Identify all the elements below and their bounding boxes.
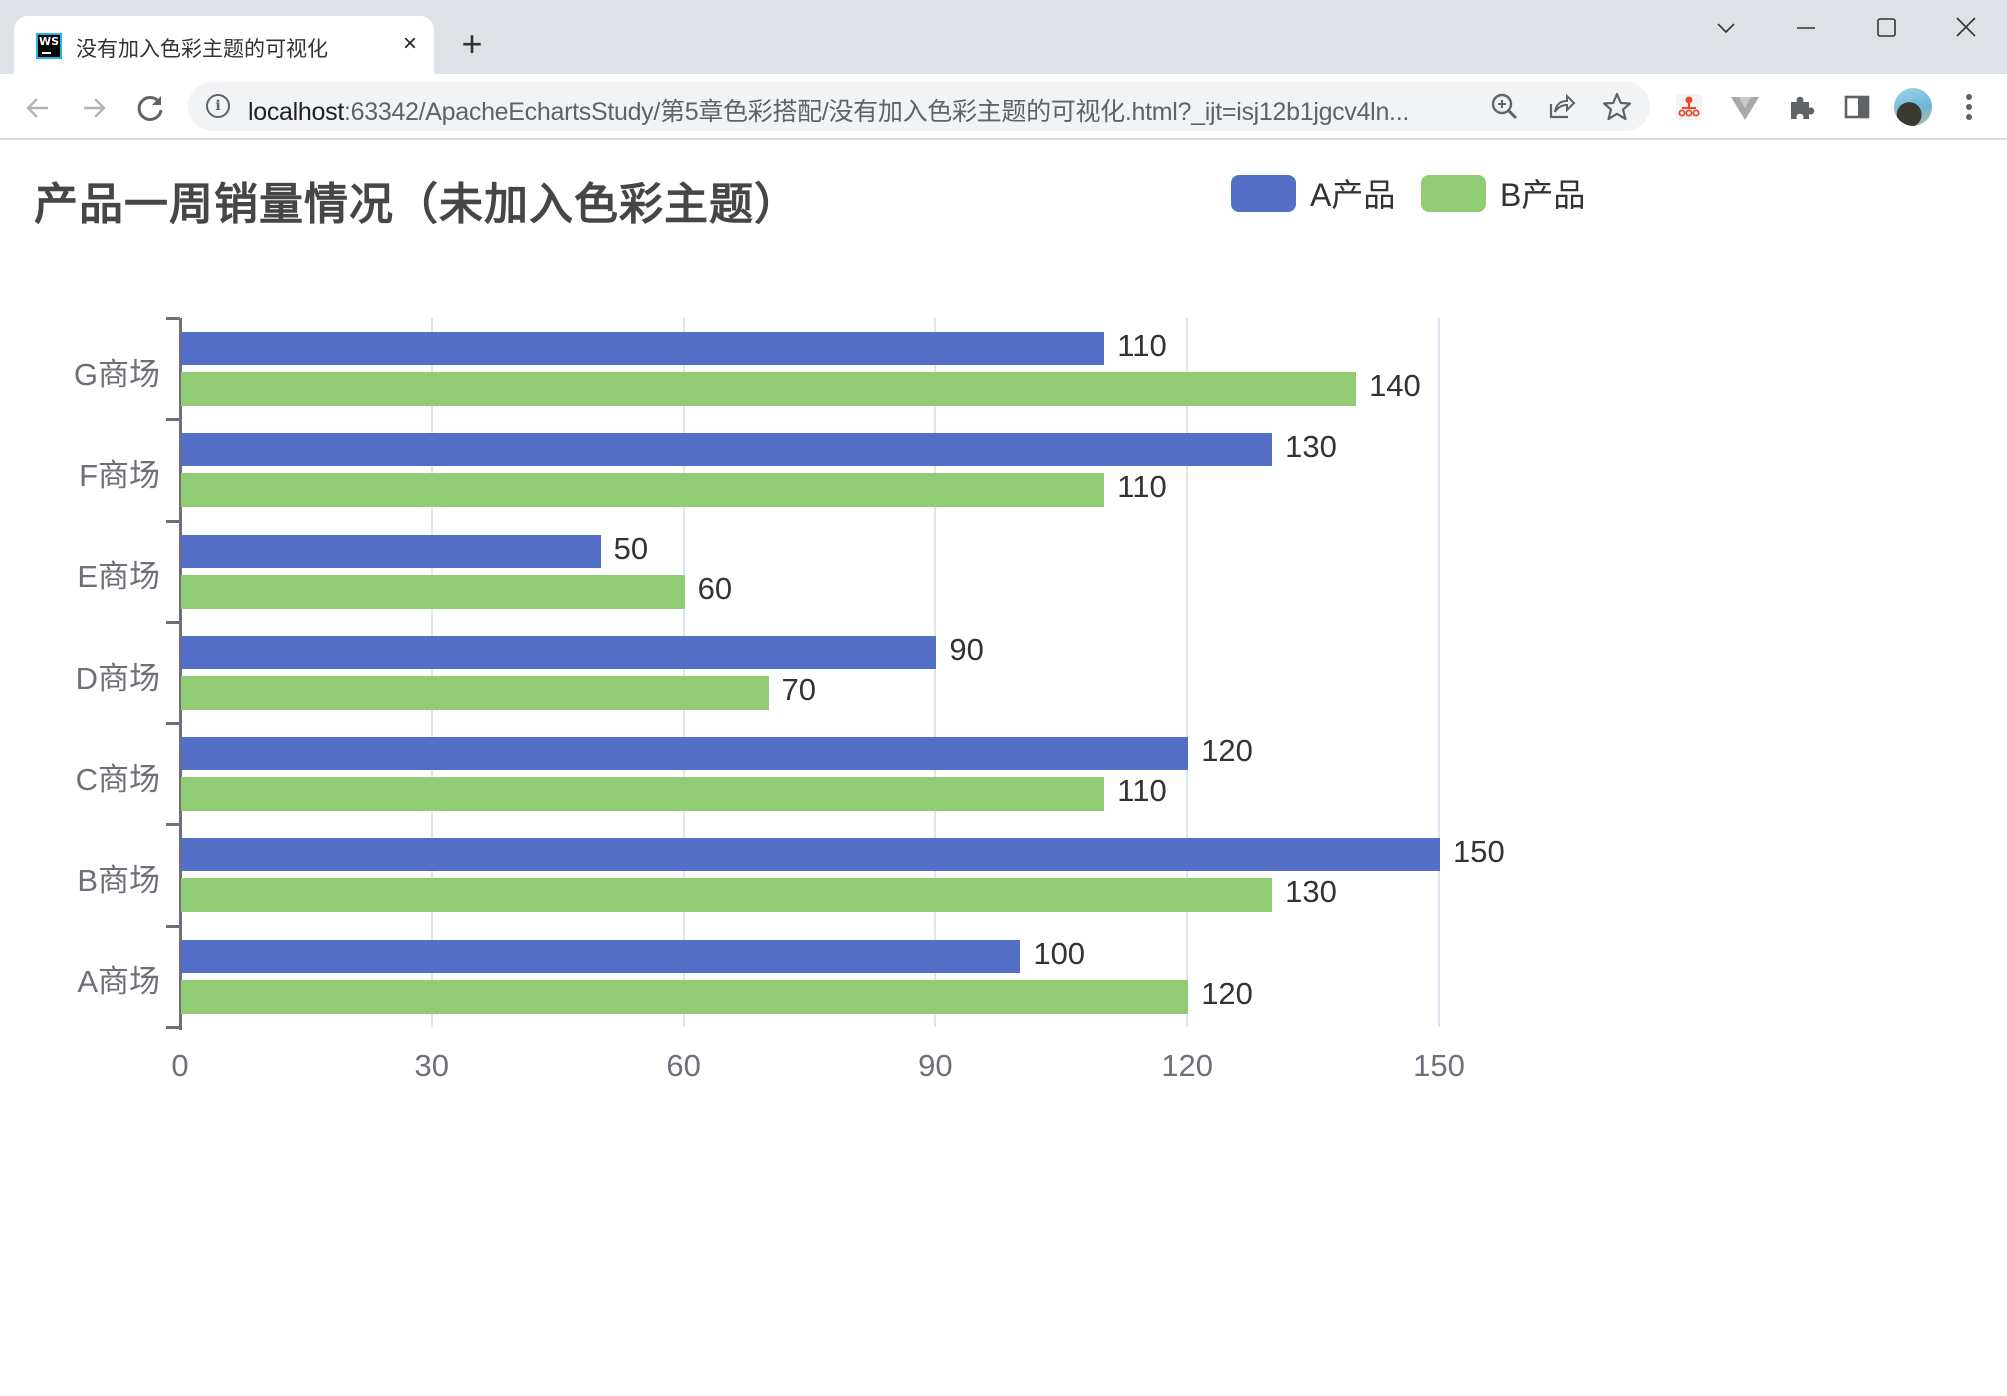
bar-value-label: 90: [949, 631, 984, 667]
bar-value-label: 120: [1201, 733, 1253, 769]
gridline-x-150: [1438, 318, 1440, 1027]
y-axis-tick: [166, 823, 180, 827]
minimize-button[interactable]: [1776, 8, 1836, 48]
reload-icon[interactable]: [130, 88, 170, 128]
bar-a-product[interactable]: [181, 939, 1021, 973]
bar-value-label: 130: [1285, 874, 1337, 910]
bar-b-product[interactable]: [181, 473, 1105, 508]
tab-close-icon[interactable]: ×: [402, 30, 417, 57]
site-info-icon[interactable]: i: [206, 94, 230, 118]
bar-a-product[interactable]: [181, 635, 937, 669]
y-axis-tick: [166, 620, 180, 624]
gridline-x-120: [1186, 318, 1189, 1027]
gridline-x-30: [430, 318, 433, 1027]
bar-value-label: 60: [697, 570, 733, 606]
gridline-x-90: [934, 318, 937, 1027]
tab-title: 没有加入色彩主题的可视化: [76, 38, 328, 61]
y-axis-category-label: D商场: [75, 660, 160, 696]
back-arrow-icon[interactable]: [18, 88, 58, 128]
legend-item-a[interactable]: A产品: [1231, 174, 1395, 213]
url-text[interactable]: localhost:63342/ApacheEchartsStudy/第5章色彩…: [248, 92, 1409, 128]
x-axis-tick-label: 120: [1161, 1048, 1214, 1083]
browser-menu-icon[interactable]: [1952, 88, 1986, 126]
url-path: :63342/ApacheEchartsStudy/第5章色彩搭配/没有加入色彩…: [343, 98, 1409, 126]
legend-swatch-b: [1421, 174, 1486, 212]
bar-b-product[interactable]: [181, 777, 1105, 812]
x-axis-tick-label: 0: [171, 1048, 189, 1083]
browser-tab-active[interactable]: WS 没有加入色彩主题的可视化 ×: [14, 16, 434, 74]
chart-title: 产品一周销量情况（未加入色彩主题）: [34, 180, 799, 229]
sitemap-extension-icon[interactable]: [1672, 90, 1706, 124]
y-axis-tick: [166, 317, 180, 320]
legend-label-a: A产品: [1310, 177, 1396, 213]
x-axis-tick-label: 90: [918, 1048, 953, 1083]
bar-value-label: 120: [1201, 975, 1253, 1011]
bar-value-label: 140: [1369, 368, 1421, 403]
new-tab-button[interactable]: +: [461, 23, 483, 64]
webstorm-favicon-icon: WS: [36, 33, 62, 59]
page-content: 产品一周销量情况（未加入色彩主题） A产品 B产品 0 30 60 90 120 150 A…: [0, 140, 2007, 1396]
y-axis-category-label: C商场: [75, 761, 160, 797]
close-window-button[interactable]: [1936, 8, 1996, 48]
legend-item-b[interactable]: B产品: [1421, 174, 1585, 213]
bar-b-product[interactable]: [181, 675, 769, 710]
gridline-x-60: [682, 318, 685, 1027]
bar-b-product[interactable]: [181, 574, 685, 609]
bar-value-label: 110: [1117, 469, 1167, 505]
y-axis-tick: [166, 722, 180, 726]
y-axis-category-label: E商场: [77, 559, 160, 595]
bar-b-product[interactable]: [181, 979, 1189, 1014]
zoom-icon[interactable]: [1488, 90, 1522, 124]
bar-a-product[interactable]: [181, 838, 1440, 872]
y-axis-category-label: F商场: [79, 457, 160, 493]
maximize-button[interactable]: [1856, 8, 1916, 48]
url-host: localhost: [248, 98, 344, 126]
plot-area: 0 30 60 90 120 150 A商场 100 120 B商场 150 130 C商场 120 110…: [74, 317, 1505, 1083]
y-axis-tick: [166, 418, 180, 422]
browser-toolbar: i localhost:63342/ApacheEchartsStudy/第5章…: [0, 74, 2007, 140]
bar-value-label: 100: [1033, 935, 1086, 971]
vue-devtools-icon[interactable]: [1728, 90, 1762, 124]
address-bar[interactable]: i localhost:63342/ApacheEchartsStudy/第5章…: [188, 82, 1650, 131]
bar-value-label: 50: [613, 530, 649, 566]
tab-search-chevron-icon[interactable]: [1696, 8, 1756, 48]
bookmark-star-icon[interactable]: [1600, 90, 1634, 124]
bar-a-product[interactable]: [181, 433, 1273, 467]
bar-value-label: 130: [1285, 429, 1337, 465]
x-axis-tick-label: 150: [1413, 1048, 1465, 1083]
bar-value-label: 110: [1117, 328, 1167, 363]
legend-swatch-a: [1231, 174, 1296, 212]
y-axis-tick: [166, 1026, 180, 1029]
bar-a-product[interactable]: [181, 534, 601, 568]
x-axis-tick-label: 30: [414, 1048, 450, 1083]
bar-a-product[interactable]: [181, 332, 1105, 365]
y-axis-line: [179, 318, 182, 1030]
y-axis-tick: [166, 519, 180, 523]
forward-arrow-icon[interactable]: [74, 88, 114, 128]
bar-b-product[interactable]: [181, 372, 1357, 406]
bar-value-label: 150: [1453, 834, 1505, 870]
share-icon[interactable]: [1544, 90, 1578, 124]
y-axis-tick: [166, 924, 180, 928]
bar-a-product[interactable]: [181, 737, 1189, 771]
extensions-puzzle-icon[interactable]: [1784, 90, 1818, 124]
browser-titlebar: WS 没有加入色彩主题的可视化 × +: [0, 0, 2007, 74]
side-panel-icon[interactable]: [1840, 90, 1874, 124]
bar-b-product[interactable]: [181, 878, 1273, 913]
legend-label-b: B产品: [1500, 177, 1586, 213]
profile-avatar[interactable]: [1894, 88, 1932, 126]
x-axis-tick-label: 60: [666, 1048, 701, 1083]
bar-value-label: 70: [781, 671, 817, 707]
bar-value-label: 110: [1117, 773, 1167, 809]
y-axis-category-label: G商场: [73, 356, 160, 392]
y-axis-category-label: A商场: [77, 964, 160, 1000]
y-axis-category-label: B商场: [77, 863, 160, 899]
